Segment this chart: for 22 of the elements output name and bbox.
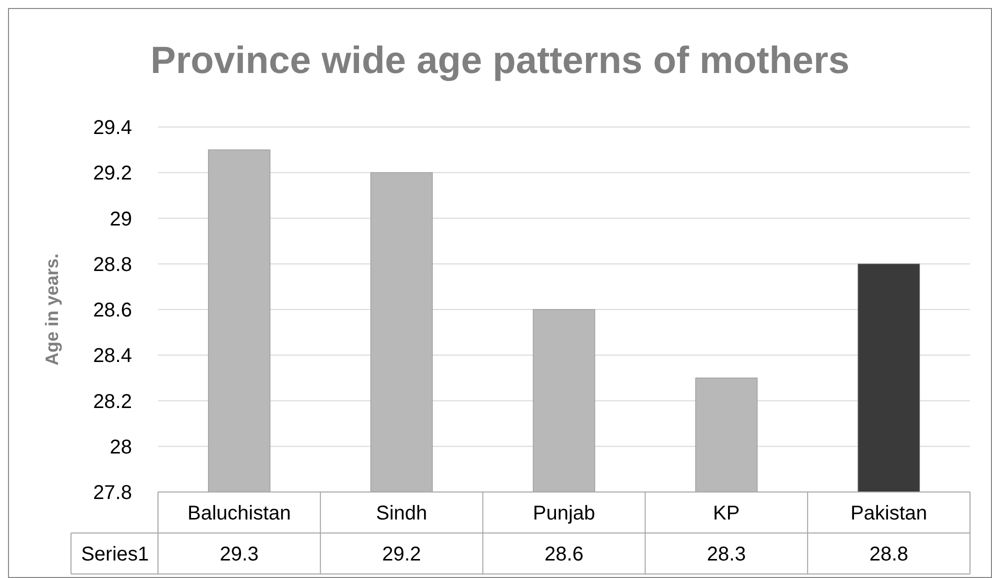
data-label: 29.2 — [382, 544, 422, 566]
data-label: 28.8 — [869, 544, 908, 566]
y-tick-label: 28.6 — [93, 300, 132, 322]
y-tick-label: 29.2 — [93, 162, 132, 185]
y-tick-label: 29 — [110, 208, 132, 230]
y-tick-label: 28.8 — [93, 254, 132, 276]
data-label: 28.6 — [544, 544, 584, 566]
x-tick-label: Pakistan — [850, 502, 928, 524]
y-tick-label: 29.4 — [93, 117, 132, 139]
y-axis-title: Age in years. — [42, 253, 62, 366]
x-tick-label: Baluchistan — [187, 502, 291, 524]
x-tick-label: Punjab — [532, 502, 596, 524]
x-tick-label: KP — [713, 502, 740, 524]
y-tick-label: 28 — [110, 436, 132, 458]
y-tick-label: 27.8 — [93, 482, 132, 504]
text: Series1 — [81, 544, 149, 566]
data-label: 29.3 — [220, 544, 259, 566]
chart-title: Province wide age patterns of mothers — [150, 40, 850, 82]
y-tick-label: 28.4 — [93, 345, 132, 368]
data-label: 28.3 — [706, 544, 746, 566]
y-tick-label: 28.2 — [93, 390, 132, 413]
x-tick-label: Sindh — [376, 502, 428, 524]
